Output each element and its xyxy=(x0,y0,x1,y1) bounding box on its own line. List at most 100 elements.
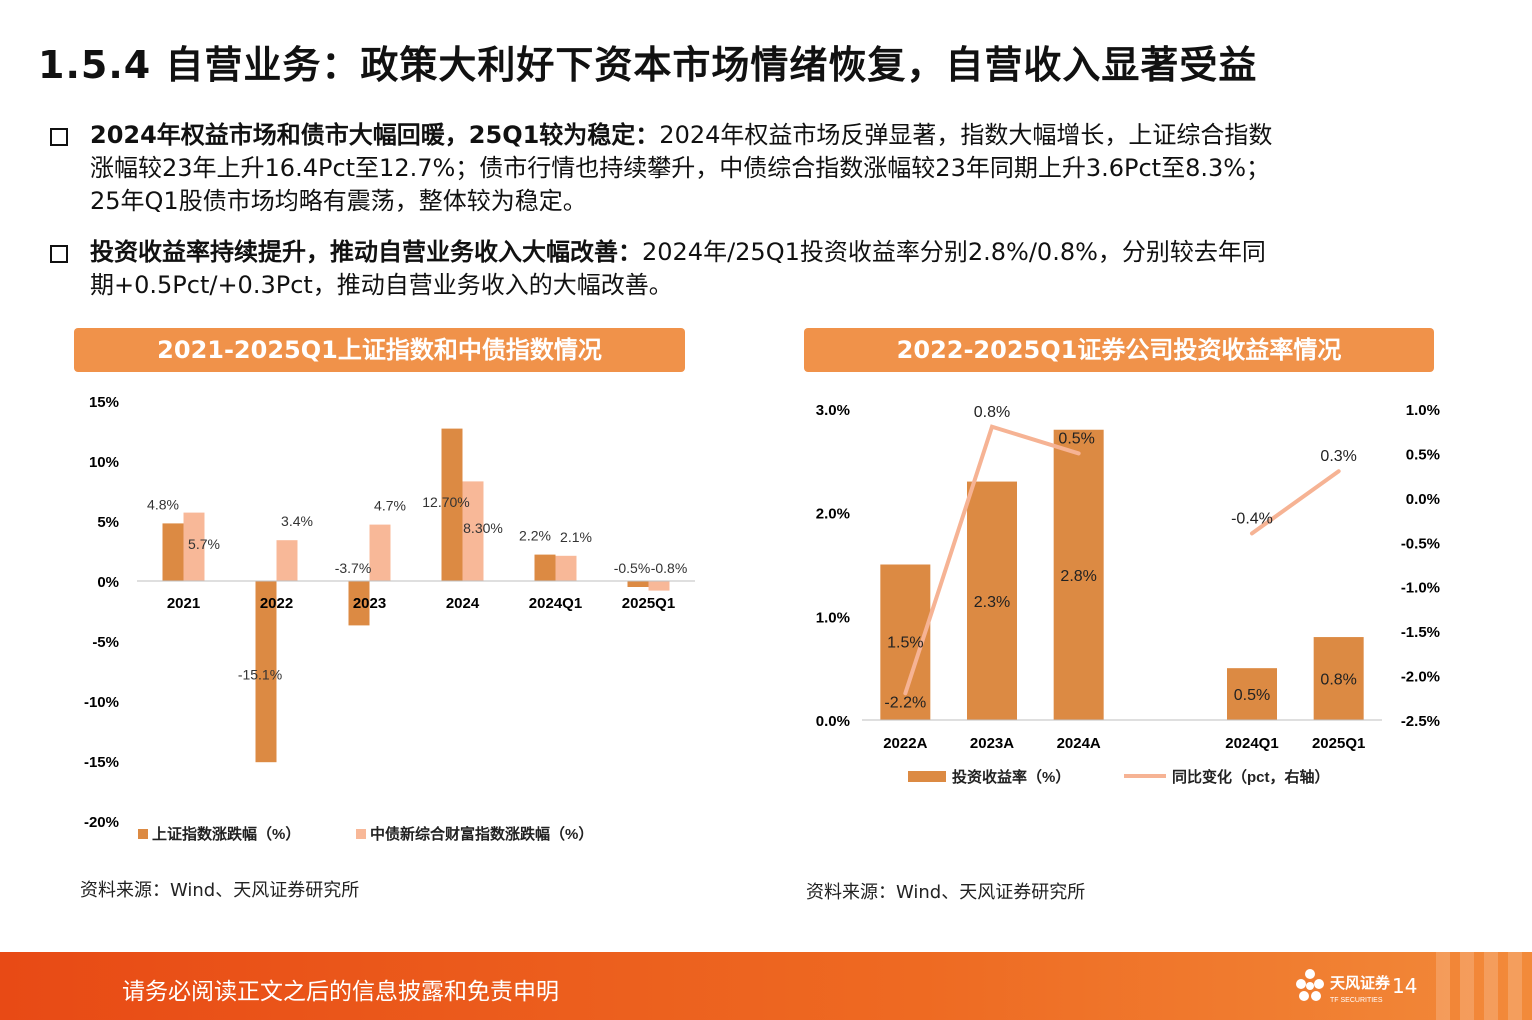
chart2-ytick-right: 1.0% xyxy=(1406,402,1440,419)
bullet-1-text: 2024年权益市场和债市大幅回暖，25Q1较为稳定：2024年权益市场反弹显著，… xyxy=(90,119,1450,218)
chart2-line-label: -2.2% xyxy=(884,694,926,711)
chart2-ytick-right: -2.0% xyxy=(1401,669,1440,686)
chart2-bar xyxy=(1053,429,1104,720)
chart1-bar xyxy=(255,581,277,763)
chart1-xtick: 2023 xyxy=(353,595,386,612)
chart1-legend-swatch xyxy=(138,829,148,839)
bullet-2: 投资收益率持续提升，推动自营业务收入大幅改善：2024年/25Q1投资收益率分别… xyxy=(50,236,1450,302)
chart1-ytick: -5% xyxy=(92,634,119,651)
chart2-xtick: 2024A xyxy=(1057,735,1101,752)
chart1-data-label: 8.30% xyxy=(463,520,503,536)
chart2-bar-label: 1.5% xyxy=(887,634,923,651)
chart2-bar-label: 0.8% xyxy=(1320,672,1356,689)
chart1-bar xyxy=(162,523,184,581)
chart1-xtick: 2022 xyxy=(260,595,293,612)
chart1-data-label: 2.2% xyxy=(519,528,551,544)
chart2-title: 2022-2025Q1证券公司投资收益率情况 xyxy=(804,328,1434,372)
bullet-2-line1: 2024年/25Q1投资收益率分别2.8%/0.8%，分别较去年同 xyxy=(642,238,1266,266)
chart1-bar xyxy=(462,481,484,581)
chart1-legend-label: 上证指数涨跌幅（%） xyxy=(152,825,300,843)
chart2-bar-label: 0.5% xyxy=(1234,687,1270,704)
chart2-ytick-right: -1.0% xyxy=(1401,580,1440,597)
chart1-bar xyxy=(648,581,670,591)
bullet-2-heading: 投资收益率持续提升，推动自营业务收入大幅改善： xyxy=(90,238,642,266)
chart2-xtick: 2023A xyxy=(970,735,1014,752)
chart1-ytick: 0% xyxy=(97,574,119,591)
chart1-xtick: 2024Q1 xyxy=(529,595,582,612)
chart2-bar xyxy=(967,481,1017,720)
chart1-title: 2021-2025Q1上证指数和中债指数情况 xyxy=(74,328,685,372)
chart1-data-label: -0.5% xyxy=(614,560,651,576)
chart2-ytick-right: 0.0% xyxy=(1406,491,1440,508)
chart1-legend-label: 中债新综合财富指数涨跌幅（%） xyxy=(370,825,593,843)
chart2-bar xyxy=(1313,637,1364,720)
page-number: 14 xyxy=(1392,974,1418,998)
chart2-legend-bar-label: 投资收益率（%） xyxy=(952,768,1070,786)
chart1-data-label: -3.7% xyxy=(335,560,372,576)
footer-stripes xyxy=(1436,952,1532,1020)
chart1-data-label: 5.7% xyxy=(188,536,220,552)
bullet-1-line2: 涨幅较23年上升16.4Pct至12.7%；债市行情也持续攀升，中债综合指数涨幅… xyxy=(90,154,1271,182)
chart1-data-label: 3.4% xyxy=(281,513,313,529)
chart1-bar xyxy=(627,581,649,587)
chart2-bar-label: 2.3% xyxy=(974,594,1010,611)
chart1-data-label: 4.8% xyxy=(147,496,179,512)
tf-securities-logo: 天风证券 TF SECURITIES xyxy=(1296,969,1391,1004)
chart1-data-label: -15.1% xyxy=(238,667,282,683)
chart1-data-label: 12.70% xyxy=(422,494,469,510)
chart2-line xyxy=(1250,469,1341,536)
chart2-line-label: 0.5% xyxy=(1058,430,1094,447)
chart2-ytick-right: -2.5% xyxy=(1401,713,1440,730)
chart1-bar xyxy=(369,524,391,581)
chart1-bar xyxy=(534,554,556,581)
chart1-bar xyxy=(555,555,577,581)
chart1-ytick: -15% xyxy=(84,754,119,771)
bullet-1: 2024年权益市场和债市大幅回暖，25Q1较为稳定：2024年权益市场反弹显著，… xyxy=(50,119,1450,218)
chart2-line xyxy=(903,424,1081,696)
chart1-ytick: -20% xyxy=(84,814,119,831)
footer-logo-sub: TF SECURITIES xyxy=(1330,997,1383,1004)
chart2-xtick: 2022A xyxy=(883,735,927,752)
chart1-legend-swatch xyxy=(356,829,366,839)
chart2-legend-line-label: 同比变化（pct，右轴） xyxy=(1172,768,1330,786)
bullet-2-line2: 期+0.5Pct/+0.3Pct，推动自营业务收入的大幅改善。 xyxy=(90,271,673,299)
chart1-svg: 15% 10% 5% 0% -5% -10% -15% -20% 2021 2022 2023 202… xyxy=(84,394,695,843)
bullet-1-line3: 25年Q1股债市场均略有震荡，整体较为稳定。 xyxy=(90,187,587,215)
chart1-data-label: 4.7% xyxy=(374,498,406,514)
chart2-line-label: 0.8% xyxy=(974,404,1010,421)
chart2-ytick-right: -0.5% xyxy=(1401,535,1440,552)
chart2-bar xyxy=(1227,668,1277,720)
chart2-svg: 3.0% 2.0% 1.0% 0.0% 1.0% 0.5% 0.0% -0.5% -1.0% -1… xyxy=(816,402,1440,786)
chart1-xtick: 2025Q1 xyxy=(622,595,675,612)
footer-logo-text: 天风证券 xyxy=(1330,974,1391,992)
chart1-bar xyxy=(348,581,370,626)
chart2-ytick-left: 2.0% xyxy=(816,506,850,523)
chart1-bar xyxy=(441,428,463,581)
chart2-ytick-left: 0.0% xyxy=(816,713,850,730)
chart2-xtick: 2024Q1 xyxy=(1225,735,1278,752)
checkbox-square-icon xyxy=(50,128,68,146)
chart1-xtick: 2021 xyxy=(167,595,200,612)
chart1-ytick: -10% xyxy=(84,694,119,711)
chart1-xtick: 2024 xyxy=(446,595,480,612)
chart2-bar-label: 2.8% xyxy=(1060,568,1096,585)
bullet-2-text: 投资收益率持续提升，推动自营业务收入大幅改善：2024年/25Q1投资收益率分别… xyxy=(90,236,1450,302)
chart1-ytick: 10% xyxy=(89,454,119,471)
checkbox-square-icon xyxy=(50,245,68,263)
page-title: 1.5.4 自营业务：政策大利好下资本市场情绪恢复，自营收入显著受益 xyxy=(38,43,1258,87)
flower-icon xyxy=(1296,969,1324,1001)
chart1-bar xyxy=(276,540,298,581)
chart1-ytick: 5% xyxy=(97,514,119,531)
chart2-ytick-right: 0.5% xyxy=(1406,446,1440,463)
footer: 请务必阅读正文之后的信息披露和免责申明 天风证券 TF SECURITIES 1… xyxy=(0,952,1532,1020)
chart1-data-label: 2.1% xyxy=(560,529,592,545)
chart2-legend-bar-swatch xyxy=(908,771,946,782)
bullet-1-heading: 2024年权益市场和债市大幅回暖，25Q1较为稳定： xyxy=(90,121,660,149)
footer-disclaimer: 请务必阅读正文之后的信息披露和免责申明 xyxy=(122,979,559,1005)
chart2-xtick: 2025Q1 xyxy=(1312,735,1365,752)
chart2-line-label: 0.3% xyxy=(1320,448,1356,465)
chart1-data-label: -0.8% xyxy=(651,560,688,576)
chart2-ytick-left: 3.0% xyxy=(816,402,850,419)
bullet-1-line1: 2024年权益市场反弹显著，指数大幅增长，上证综合指数 xyxy=(659,121,1273,149)
chart1-bar xyxy=(183,512,205,581)
